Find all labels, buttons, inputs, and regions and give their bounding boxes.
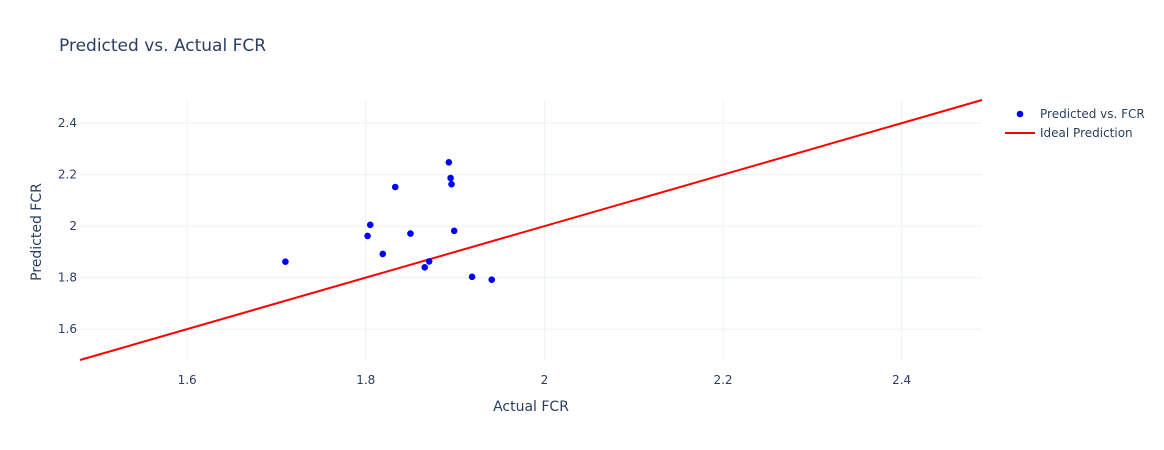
plot-area [79, 99, 983, 361]
y-tick-label: 1.6 [58, 322, 77, 336]
x-axis-title: Actual FCR [493, 399, 569, 415]
data-point [450, 227, 458, 235]
x-tick-label: 2.2 [713, 373, 732, 387]
data-point [421, 264, 429, 271]
x-tick-label: 1.6 [178, 373, 197, 387]
data-point [488, 276, 496, 283]
data-point [366, 221, 374, 229]
legend-label: Ideal Prediction [1040, 126, 1133, 140]
ideal-prediction-line [79, 99, 983, 361]
legend-item[interactable]: Predicted vs. FCR [1016, 107, 1145, 121]
legend: Predicted vs. FCR Ideal Prediction [1005, 107, 1145, 140]
data-point [379, 250, 387, 258]
x-tick-label: 2.4 [892, 373, 911, 387]
data-point [468, 273, 476, 281]
data-point [364, 232, 371, 240]
data-point [448, 180, 455, 188]
data-point [445, 158, 453, 166]
x-tick-label: 1.8 [356, 373, 375, 387]
y-tick-label: 2.2 [58, 168, 77, 182]
chart-title: Predicted vs. Actual FCR [59, 36, 266, 56]
data-point [407, 230, 414, 237]
data-point [282, 258, 289, 265]
x-tick-label: 2 [541, 373, 549, 387]
legend-label: Predicted vs. FCR [1040, 107, 1145, 121]
y-tick-label: 2.4 [58, 116, 77, 130]
legend-marker-icon [1016, 110, 1024, 118]
y-axis-title: Predicted FCR [29, 183, 45, 281]
legend-item[interactable]: Ideal Prediction [1005, 126, 1133, 140]
tick-labels: 1.6 1.8 2 2.2 2.4 1.6 1.8 2 2.2 2.4 [58, 116, 911, 387]
y-tick-label: 1.8 [58, 271, 77, 285]
data-point [447, 174, 454, 182]
data-point [391, 183, 399, 191]
grid [80, 100, 982, 360]
y-tick-label: 2 [69, 219, 77, 233]
data-point [425, 258, 433, 265]
